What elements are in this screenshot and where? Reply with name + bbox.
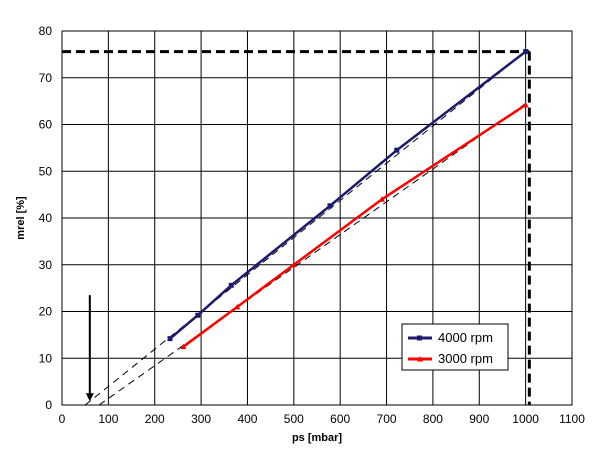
y-tick-label: 20 (39, 305, 53, 319)
data-point-marker (234, 303, 241, 310)
data-series (167, 49, 529, 350)
x-tick-label: 100 (98, 412, 118, 426)
grid (61, 30, 573, 406)
series-line-0 (169, 50, 527, 340)
x-tick-label: 500 (284, 412, 304, 426)
y-tick-label: 40 (39, 211, 53, 225)
legend: 4000 rpm 3000 rpm (401, 323, 509, 371)
data-point-marker (378, 196, 385, 202)
data-point-marker (327, 203, 333, 209)
legend-label: 4000 rpm (438, 330, 493, 345)
data-point-marker (180, 343, 187, 350)
x-tick-label: 0 (59, 412, 66, 426)
extrapolation-dashed-line (84, 51, 526, 406)
y-tick-label: 30 (39, 258, 53, 272)
annotations (62, 50, 531, 406)
data-point-marker (522, 101, 529, 108)
x-tick-label: 200 (145, 412, 165, 426)
x-tick-label: 400 (237, 412, 257, 426)
y-tick-label: 70 (39, 71, 53, 85)
y-tick-label: 10 (39, 351, 53, 365)
x-tick-label: 600 (330, 412, 350, 426)
y-axis-label: mrel [%] (15, 196, 27, 240)
data-point-marker (228, 282, 234, 288)
data-point-marker (290, 261, 297, 268)
x-tick-label: 900 (469, 412, 489, 426)
x-tick-label: 1000 (512, 412, 539, 426)
legend-marker (417, 356, 423, 362)
extrapolation-dashed-line (98, 103, 526, 406)
data-point-marker (394, 147, 400, 153)
x-tick-label: 300 (191, 412, 211, 426)
legend-label: 3000 rpm (438, 351, 493, 366)
x-tick-label: 800 (423, 412, 443, 426)
y-tick-label: 0 (45, 398, 52, 412)
legend-box (401, 323, 509, 371)
arrow-head (85, 393, 94, 402)
x-tick-label: 1100 (559, 412, 585, 426)
x-axis-label: ps [mbar] (292, 432, 342, 444)
y-tick-label: 80 (39, 24, 53, 38)
data-point-marker (523, 49, 529, 55)
x-tick-label: 700 (377, 412, 397, 426)
data-point-marker (195, 312, 201, 318)
data-point-marker (167, 336, 173, 342)
y-tick-label: 50 (39, 164, 53, 178)
y-tick-label: 60 (39, 118, 53, 132)
legend-marker (417, 335, 422, 341)
axes: 0 100 200 300 400 500 600 700 800 900 1000 1100 0 10 2… (15, 24, 585, 444)
